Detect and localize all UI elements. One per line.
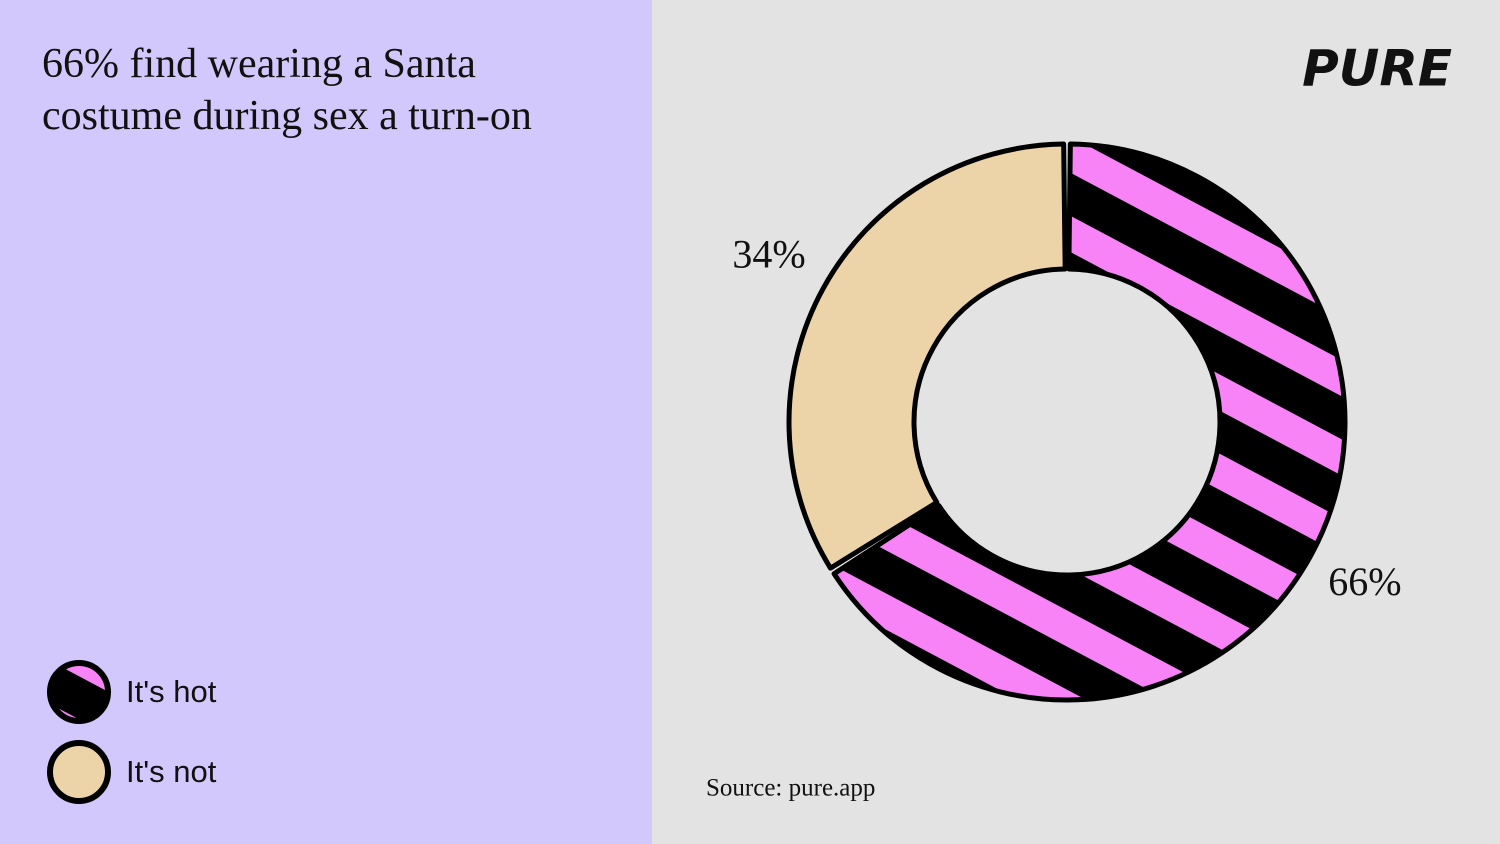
value-label: 34% [732, 231, 805, 276]
legend-label: It's hot [126, 674, 217, 709]
legend-swatch [47, 740, 111, 804]
brand-logo: PURE [1302, 40, 1452, 98]
legend-swatch [47, 660, 111, 724]
chart-title: 66% find wearing a Santa costume during … [42, 41, 532, 139]
legend-label: It's not [126, 754, 217, 789]
donut-segment [831, 141, 1348, 703]
value-label: 66% [1328, 559, 1401, 604]
donut-segment [786, 141, 1068, 571]
source-note: Source: pure.app [706, 775, 875, 802]
